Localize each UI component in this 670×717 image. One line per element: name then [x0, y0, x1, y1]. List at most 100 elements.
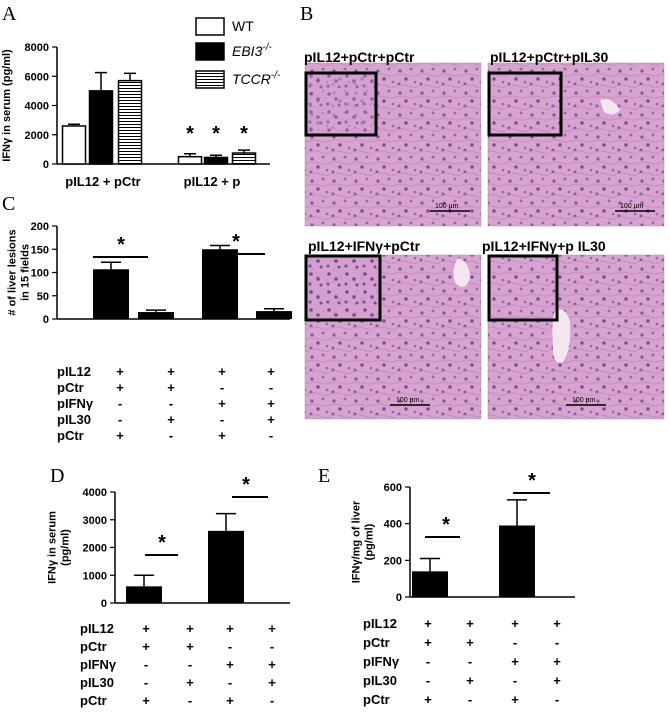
condition-sign: +: [268, 657, 276, 672]
condition-sign: +: [466, 616, 474, 631]
condition-sign: -: [513, 673, 517, 688]
condition-sign: +: [511, 654, 519, 669]
y-axis-label-line: (pg/ml): [364, 523, 376, 560]
y-tick-label: 50: [37, 291, 49, 303]
condition-sign: +: [226, 621, 234, 636]
significance-star: *: [117, 234, 125, 256]
micrograph-2: pIL12+pCtr+pIL30 100 µm: [487, 49, 665, 227]
condition-row-label: pIFNγ: [363, 654, 400, 669]
y-tick-label: 4000: [25, 101, 49, 113]
vessel-lumen: [552, 309, 571, 363]
condition-sign: +: [553, 616, 561, 631]
condition-sign: -: [513, 635, 517, 650]
micrograph-title-2: pIL12+pCtr+pIL30: [490, 49, 608, 65]
condition-sign: +: [167, 412, 175, 427]
bar: [202, 249, 238, 319]
y-axis-label: IFNγ/mg of liver(pg/ml): [351, 500, 376, 583]
condition-sign: -: [118, 396, 122, 411]
y-axis-label: IFNγ in serum (pg/ml): [1, 49, 13, 162]
y-axis-label-line: # of liver lesions: [7, 229, 19, 315]
bar: [93, 269, 129, 319]
condition-sign: -: [188, 693, 192, 708]
condition-sign: +: [116, 380, 124, 395]
condition-sign: +: [466, 635, 474, 650]
micrograph-title-1: pIL12+pCtr+pCtr: [304, 49, 415, 65]
legend-swatch: [195, 17, 225, 36]
condition-sign: +: [553, 654, 561, 669]
inset-box: [304, 71, 378, 137]
micrograph-title-4: pIL12+IFNγ+p IL30: [482, 238, 606, 254]
y-tick-label: 8000: [25, 42, 49, 54]
condition-row-label: pIL12: [363, 616, 397, 631]
condition-row-label: pIL30: [363, 673, 397, 688]
panel-label-d: D: [50, 465, 64, 487]
chart-e: 0 200 400 600 IFNγ/mg of liver(pg/ml) * *: [351, 470, 575, 604]
legend-swatch: [195, 42, 225, 61]
chart-a: 0 2000 4000 6000 8000 IFNγ in serum (pg/ml) * *…: [1, 17, 281, 189]
y-tick-label: 100: [31, 268, 49, 280]
micrograph-title-3: pIL12+IFNγ+pCtr: [308, 238, 421, 254]
condition-sign: -: [426, 673, 430, 688]
y-axis-label: # of liver lesionsin 15 fields: [7, 229, 32, 315]
y-axis-label-line: IFNγ/mg of liver: [351, 500, 363, 583]
legend-label: EBI3-/-: [232, 42, 272, 59]
y-tick-label: 3000: [83, 515, 107, 527]
condition-row-label: pIL12: [80, 621, 114, 636]
condition-sign: +: [186, 675, 194, 690]
condition-sign: +: [424, 616, 432, 631]
panel-label-b: B: [300, 3, 313, 25]
condition-sign: -: [468, 654, 472, 669]
significance-star: *: [212, 123, 220, 145]
condition-row-label: pCtr: [363, 635, 390, 650]
micrograph-1: pIL12+pCtr+pCtr 100 µm: [304, 49, 482, 227]
legend-label: WT: [232, 18, 254, 34]
condition-sign: +: [142, 621, 150, 636]
condition-sign: +: [226, 657, 234, 672]
scale-label-2: 100 µm: [620, 203, 644, 210]
bar: [177, 155, 203, 165]
condition-row-label: pCtr: [57, 380, 84, 395]
condition-sign: -: [269, 428, 273, 443]
vessel-lumen: [600, 99, 620, 115]
condition-sign: +: [142, 693, 150, 708]
condition-sign: +: [267, 396, 275, 411]
micrograph-4: pIL12+IFNγ+p IL30 100 µm: [482, 238, 665, 420]
condition-sign: -: [270, 639, 274, 654]
y-tick-label: 2000: [25, 130, 49, 142]
condition-sign: +: [116, 364, 124, 379]
condition-row-label: pIFNγ: [80, 657, 117, 672]
y-tick-label: 200: [31, 221, 49, 233]
bar: [208, 530, 244, 603]
condition-sign: +: [116, 428, 124, 443]
condition-sign: +: [218, 396, 226, 411]
condition-row-label: pCtr: [363, 692, 390, 707]
condition-sign: +: [267, 364, 275, 379]
panel-label-a: A: [2, 3, 17, 25]
condition-sign: +: [466, 673, 474, 688]
condition-sign: -: [144, 657, 148, 672]
condition-sign: -: [555, 635, 559, 650]
vessel-lumen: [453, 258, 470, 287]
scale-label-1: 100 µm: [435, 203, 459, 210]
condition-sign: -: [555, 692, 559, 707]
y-tick-label: 4000: [83, 487, 107, 499]
y-tick-label: 600: [384, 482, 402, 494]
condition-sign: +: [268, 621, 276, 636]
condition-sign: -: [270, 693, 274, 708]
legend-label: TCCR-/-: [232, 70, 281, 87]
y-tick-label: 200: [384, 555, 402, 567]
y-axis-label: IFNγ in serum(pg/ml): [47, 511, 72, 584]
condition-sign: -: [144, 675, 148, 690]
condition-sign: +: [167, 364, 175, 379]
scale-label-4: 100 µm: [572, 397, 596, 404]
condition-sign: -: [169, 396, 173, 411]
condition-sign: -: [118, 412, 122, 427]
scale-label-3: 100 µm: [396, 397, 420, 404]
bar: [126, 586, 162, 603]
condition-sign: -: [426, 654, 430, 669]
significance-star: *: [240, 123, 248, 145]
y-tick-label: 0: [43, 159, 49, 171]
condition-row-label: pCtr: [57, 428, 84, 443]
legend-label-superscript: -/-: [262, 42, 272, 53]
bar: [61, 125, 87, 165]
